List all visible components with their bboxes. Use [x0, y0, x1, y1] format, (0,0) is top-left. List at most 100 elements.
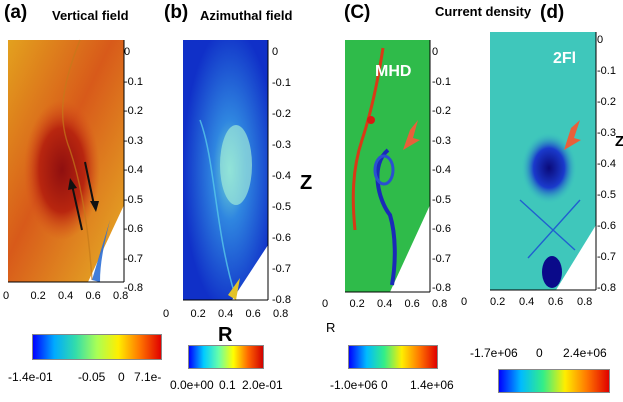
r-axis-label-c: R [326, 320, 336, 335]
panel-c-hotspot [367, 116, 375, 124]
z-tick-a: -0.7 [124, 252, 143, 265]
z-tick-b: -0.4 [272, 170, 291, 182]
z-tick-c: 0 [432, 46, 439, 58]
panel-d-lower-core [542, 256, 562, 288]
z-tick-a: -0.2 [124, 105, 143, 117]
r-tick-c: 0 [322, 298, 329, 310]
panel-d-red-arrow [564, 120, 581, 150]
r-tick-c: 0.6 [404, 298, 420, 310]
z-tick-c: -0.6 [432, 223, 451, 235]
panel-a-arrow-down [84, 161, 99, 212]
z-tick-a: -0.5 [124, 193, 143, 206]
z-tick-d: 0 [597, 34, 604, 46]
z-tick-a: -0.3 [124, 134, 143, 147]
z-tick-d: -0.4 [597, 158, 616, 170]
panel-d-x-lines [519, 199, 581, 259]
z-tick-d: -0.6 [597, 220, 616, 232]
panel-a-title: Vertical field [52, 8, 129, 23]
colorbar-d-label-min: -1.7e+06 [470, 346, 518, 360]
panel-a-label: (a) [4, 2, 28, 23]
colorbar-c [348, 345, 438, 369]
colorbar-d-label-zero: 0 [536, 346, 543, 360]
panel-c-field-map [345, 40, 430, 292]
z-tick-c: -0.4 [432, 164, 451, 176]
z-tick-b: -0.5 [272, 201, 291, 213]
panel-c-current-sheet [351, 47, 385, 231]
panel-c-plasmoid [373, 154, 395, 186]
z-tick-b: 0 [272, 46, 279, 58]
colorbar-a-label-max: 7.1e- [134, 370, 162, 384]
colorbar-c-label-zero: 0 [381, 378, 388, 392]
z-tick-a: 0 [124, 46, 131, 58]
r-tick-d: 0.2 [490, 296, 506, 308]
r-tick-a: 0 [3, 290, 10, 302]
r-tick-a: 0.8 [113, 290, 129, 302]
r-axis-label-b: R [218, 324, 233, 346]
panel-a-strong-field-region [24, 100, 100, 240]
colorbar-b-label-mid: 0.1 [219, 378, 236, 392]
r-tick-b: 0 [163, 308, 170, 320]
panel-d-label: (d) [540, 2, 565, 23]
z-tick-a: -0.1 [124, 75, 143, 88]
panel-c-title: Current density [435, 4, 532, 19]
z-tick-b: -0.7 [272, 263, 291, 275]
r-tick-a: 0.2 [30, 290, 46, 302]
z-tick-d: -0.2 [597, 96, 616, 108]
colorbar-a-label-zero: 0 [118, 370, 125, 384]
colorbar-c-label-min: -1.0e+06 [330, 378, 378, 392]
panel-d-inset-label: 2Fl [553, 50, 577, 67]
r-tick-d: 0 [461, 296, 468, 308]
z-tick-c: -0.3 [432, 134, 451, 147]
colorbar-d [498, 369, 610, 393]
z-tick-d: -0.3 [597, 127, 616, 139]
z-tick-a: -0.8 [124, 282, 143, 294]
r-tick-b: 0.4 [218, 308, 234, 320]
panel-a-blue-region [92, 220, 110, 282]
z-tick-d: -0.5 [597, 189, 616, 201]
panel-c-inset-label: MHD [375, 63, 412, 80]
r-tick-a: 0.6 [85, 290, 101, 302]
r-tick-c: 0.8 [432, 298, 448, 310]
r-tick-b: 0.6 [245, 308, 261, 320]
panel-b-bright-lobe [220, 125, 252, 205]
colorbar-c-label-max: 1.4e+06 [410, 378, 454, 392]
z-tick-d: -0.8 [597, 282, 616, 294]
z-axis-label-b: Z [300, 172, 313, 194]
r-tick-d: 0.8 [577, 296, 593, 308]
r-tick-a: 0.4 [58, 290, 74, 302]
r-tick-b: 0.2 [190, 308, 206, 320]
r-tick-d: 0.4 [519, 296, 535, 308]
panel-b-title: Azimuthal field [200, 8, 293, 23]
z-tick-b: -0.2 [272, 108, 291, 120]
z-tick-c: -0.5 [432, 193, 451, 206]
z-tick-b: -0.6 [272, 232, 291, 244]
z-tick-c: -0.2 [432, 105, 451, 117]
z-axis-label-d: Z [615, 133, 623, 150]
panel-a-separatrix [61, 39, 93, 281]
panel-c-plasmoid-loop [375, 148, 397, 286]
z-tick-b: -0.1 [272, 77, 291, 89]
panel-b-label: (b) [164, 2, 189, 23]
r-tick-c: 0.4 [377, 298, 393, 310]
r-tick-c: 0.2 [349, 298, 365, 310]
z-tick-a: -0.4 [124, 164, 143, 176]
panel-c-label: (C) [344, 2, 371, 23]
z-tick-b: -0.8 [272, 294, 291, 306]
panel-b-warm-spot [228, 278, 240, 300]
z-tick-a: -0.6 [124, 223, 143, 235]
r-tick-d: 0.6 [548, 296, 564, 308]
z-tick-c: -0.8 [432, 282, 451, 294]
colorbar-a [32, 334, 162, 360]
z-tick-d: -0.1 [597, 65, 616, 77]
z-tick-c: -0.7 [432, 252, 451, 265]
colorbar-b [188, 345, 264, 369]
z-tick-d: -0.7 [597, 251, 616, 263]
r-tick-b: 0.8 [273, 308, 289, 320]
colorbar-a-label-min: -1.4e-01 [8, 370, 53, 384]
colorbar-a-label-mid: -0.05 [78, 370, 106, 384]
z-tick-c: -0.1 [432, 75, 451, 88]
